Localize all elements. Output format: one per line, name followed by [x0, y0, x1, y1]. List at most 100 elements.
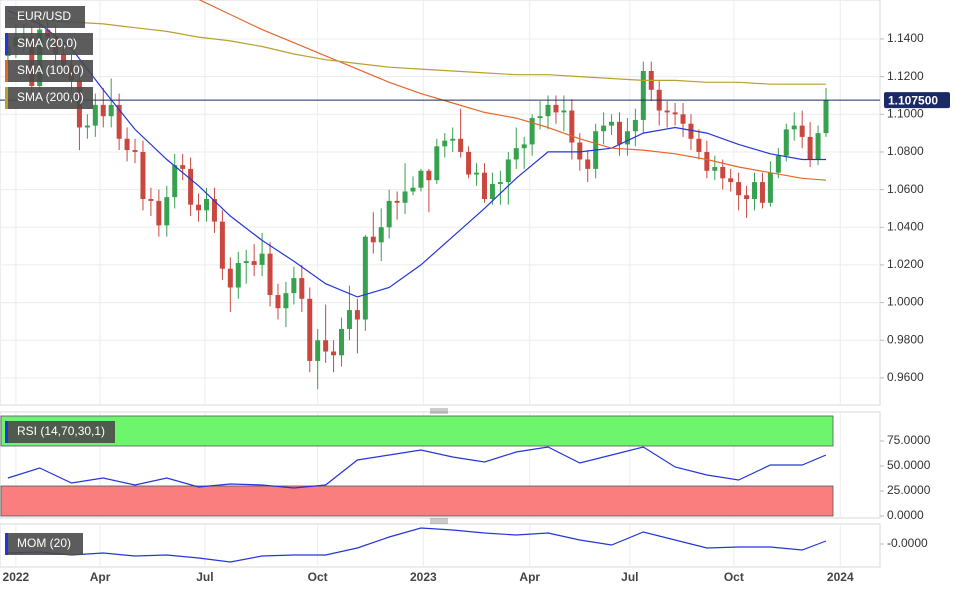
candle-body [124, 138, 130, 151]
candle-body [442, 140, 448, 147]
y-tick-label: 0.9600 [887, 370, 924, 384]
candle-body [108, 104, 114, 117]
candle-body [466, 151, 472, 175]
y-tick-label: 25.0000 [887, 483, 931, 497]
candle-body [720, 167, 726, 179]
candle-body [680, 114, 686, 124]
legend-box [5, 6, 85, 28]
y-tick-label: 0.9800 [887, 332, 924, 346]
candle-body [752, 182, 758, 200]
resize-handle[interactable] [430, 518, 448, 524]
legend-swatch [5, 421, 8, 443]
candle-body [513, 148, 519, 160]
resize-handle[interactable] [430, 408, 448, 414]
y-tick-label: 50.0000 [887, 458, 931, 472]
candle-body [672, 112, 678, 115]
legend-box [5, 421, 115, 443]
candle-body [474, 172, 480, 175]
candle-body [370, 236, 376, 243]
candle-body [767, 172, 773, 203]
legend-swatch [5, 60, 8, 82]
candle-body [632, 119, 638, 132]
candle-body [84, 125, 90, 128]
candle-body [267, 253, 273, 296]
panel-1 [0, 415, 834, 517]
panel-0 [0, 0, 880, 390]
candle-body [188, 168, 194, 205]
candle-body [418, 170, 424, 188]
candle-body [799, 125, 805, 137]
last-price-label: 1.107500 [888, 93, 938, 107]
candle-body [640, 70, 646, 120]
candle-body [37, 29, 43, 87]
x-tick-label: 2022 [3, 570, 30, 584]
candle-body [704, 151, 710, 171]
candle-body [505, 159, 511, 183]
legend-swatch [5, 87, 8, 109]
candle-body [394, 200, 400, 203]
candle-body [100, 104, 106, 117]
candle-body [759, 182, 765, 203]
candle-body [196, 204, 202, 211]
candle-body [791, 125, 797, 130]
y-tick-label: 75.0000 [887, 433, 931, 447]
candle-body [489, 183, 495, 200]
series-line [198, 0, 827, 181]
candle-body [61, 54, 67, 66]
legend-label: SMA (200,0) [17, 90, 84, 104]
candle-body [243, 261, 249, 264]
candle-body [275, 295, 281, 309]
candle-body [331, 351, 337, 356]
candle-body [664, 110, 670, 113]
candle-body [132, 150, 138, 152]
candle-body [402, 191, 408, 203]
candle-body [116, 104, 122, 139]
x-tick-label: Oct [308, 570, 328, 584]
legend-swatch [5, 33, 8, 55]
y-tick-label: -0.0000 [887, 536, 928, 550]
mom-panel-frame [0, 523, 881, 568]
candle-body [553, 104, 559, 113]
candle-body [497, 182, 503, 184]
candle-body [688, 123, 694, 139]
legend-box [5, 60, 93, 82]
candle-body [92, 104, 98, 126]
candle-body [434, 146, 440, 181]
candle-body [616, 121, 622, 145]
legend-label: RSI (14,70,30,1) [17, 424, 105, 438]
y-tick-label: 1.0600 [887, 182, 924, 196]
y-tick-label: 1.0800 [887, 144, 924, 158]
legend-label: SMA (100,0) [17, 63, 84, 77]
y-tick-label: 1.1000 [887, 106, 924, 120]
candle-body [624, 131, 630, 145]
candle-body [601, 125, 607, 132]
candle-body [823, 100, 829, 134]
y-tick-label: 1.1400 [887, 31, 924, 45]
x-tick-label: Oct [724, 570, 744, 584]
candle-body [807, 136, 813, 160]
candle-body [259, 253, 265, 265]
candle-body [561, 110, 567, 113]
candle-body [481, 172, 487, 200]
legend-swatch [5, 533, 8, 555]
candle-body [227, 268, 233, 288]
candle-body [164, 197, 170, 226]
candle-body [203, 199, 209, 211]
candle-body [585, 159, 591, 169]
candle-body [728, 178, 734, 183]
candle-body [219, 221, 225, 269]
candle-body [521, 144, 527, 149]
candle-body [315, 340, 321, 361]
y-tick-label: 1.0200 [887, 257, 924, 271]
candle-body [696, 138, 702, 152]
candle-body [156, 200, 162, 226]
candle-body [283, 293, 289, 309]
x-tick-label: 2024 [827, 570, 854, 584]
legend-box [5, 33, 93, 55]
candle-body [712, 167, 718, 171]
candle-body [323, 340, 329, 352]
last-price-box [884, 92, 950, 109]
candle-body [172, 165, 178, 198]
main-panel-frame [0, 0, 881, 406]
